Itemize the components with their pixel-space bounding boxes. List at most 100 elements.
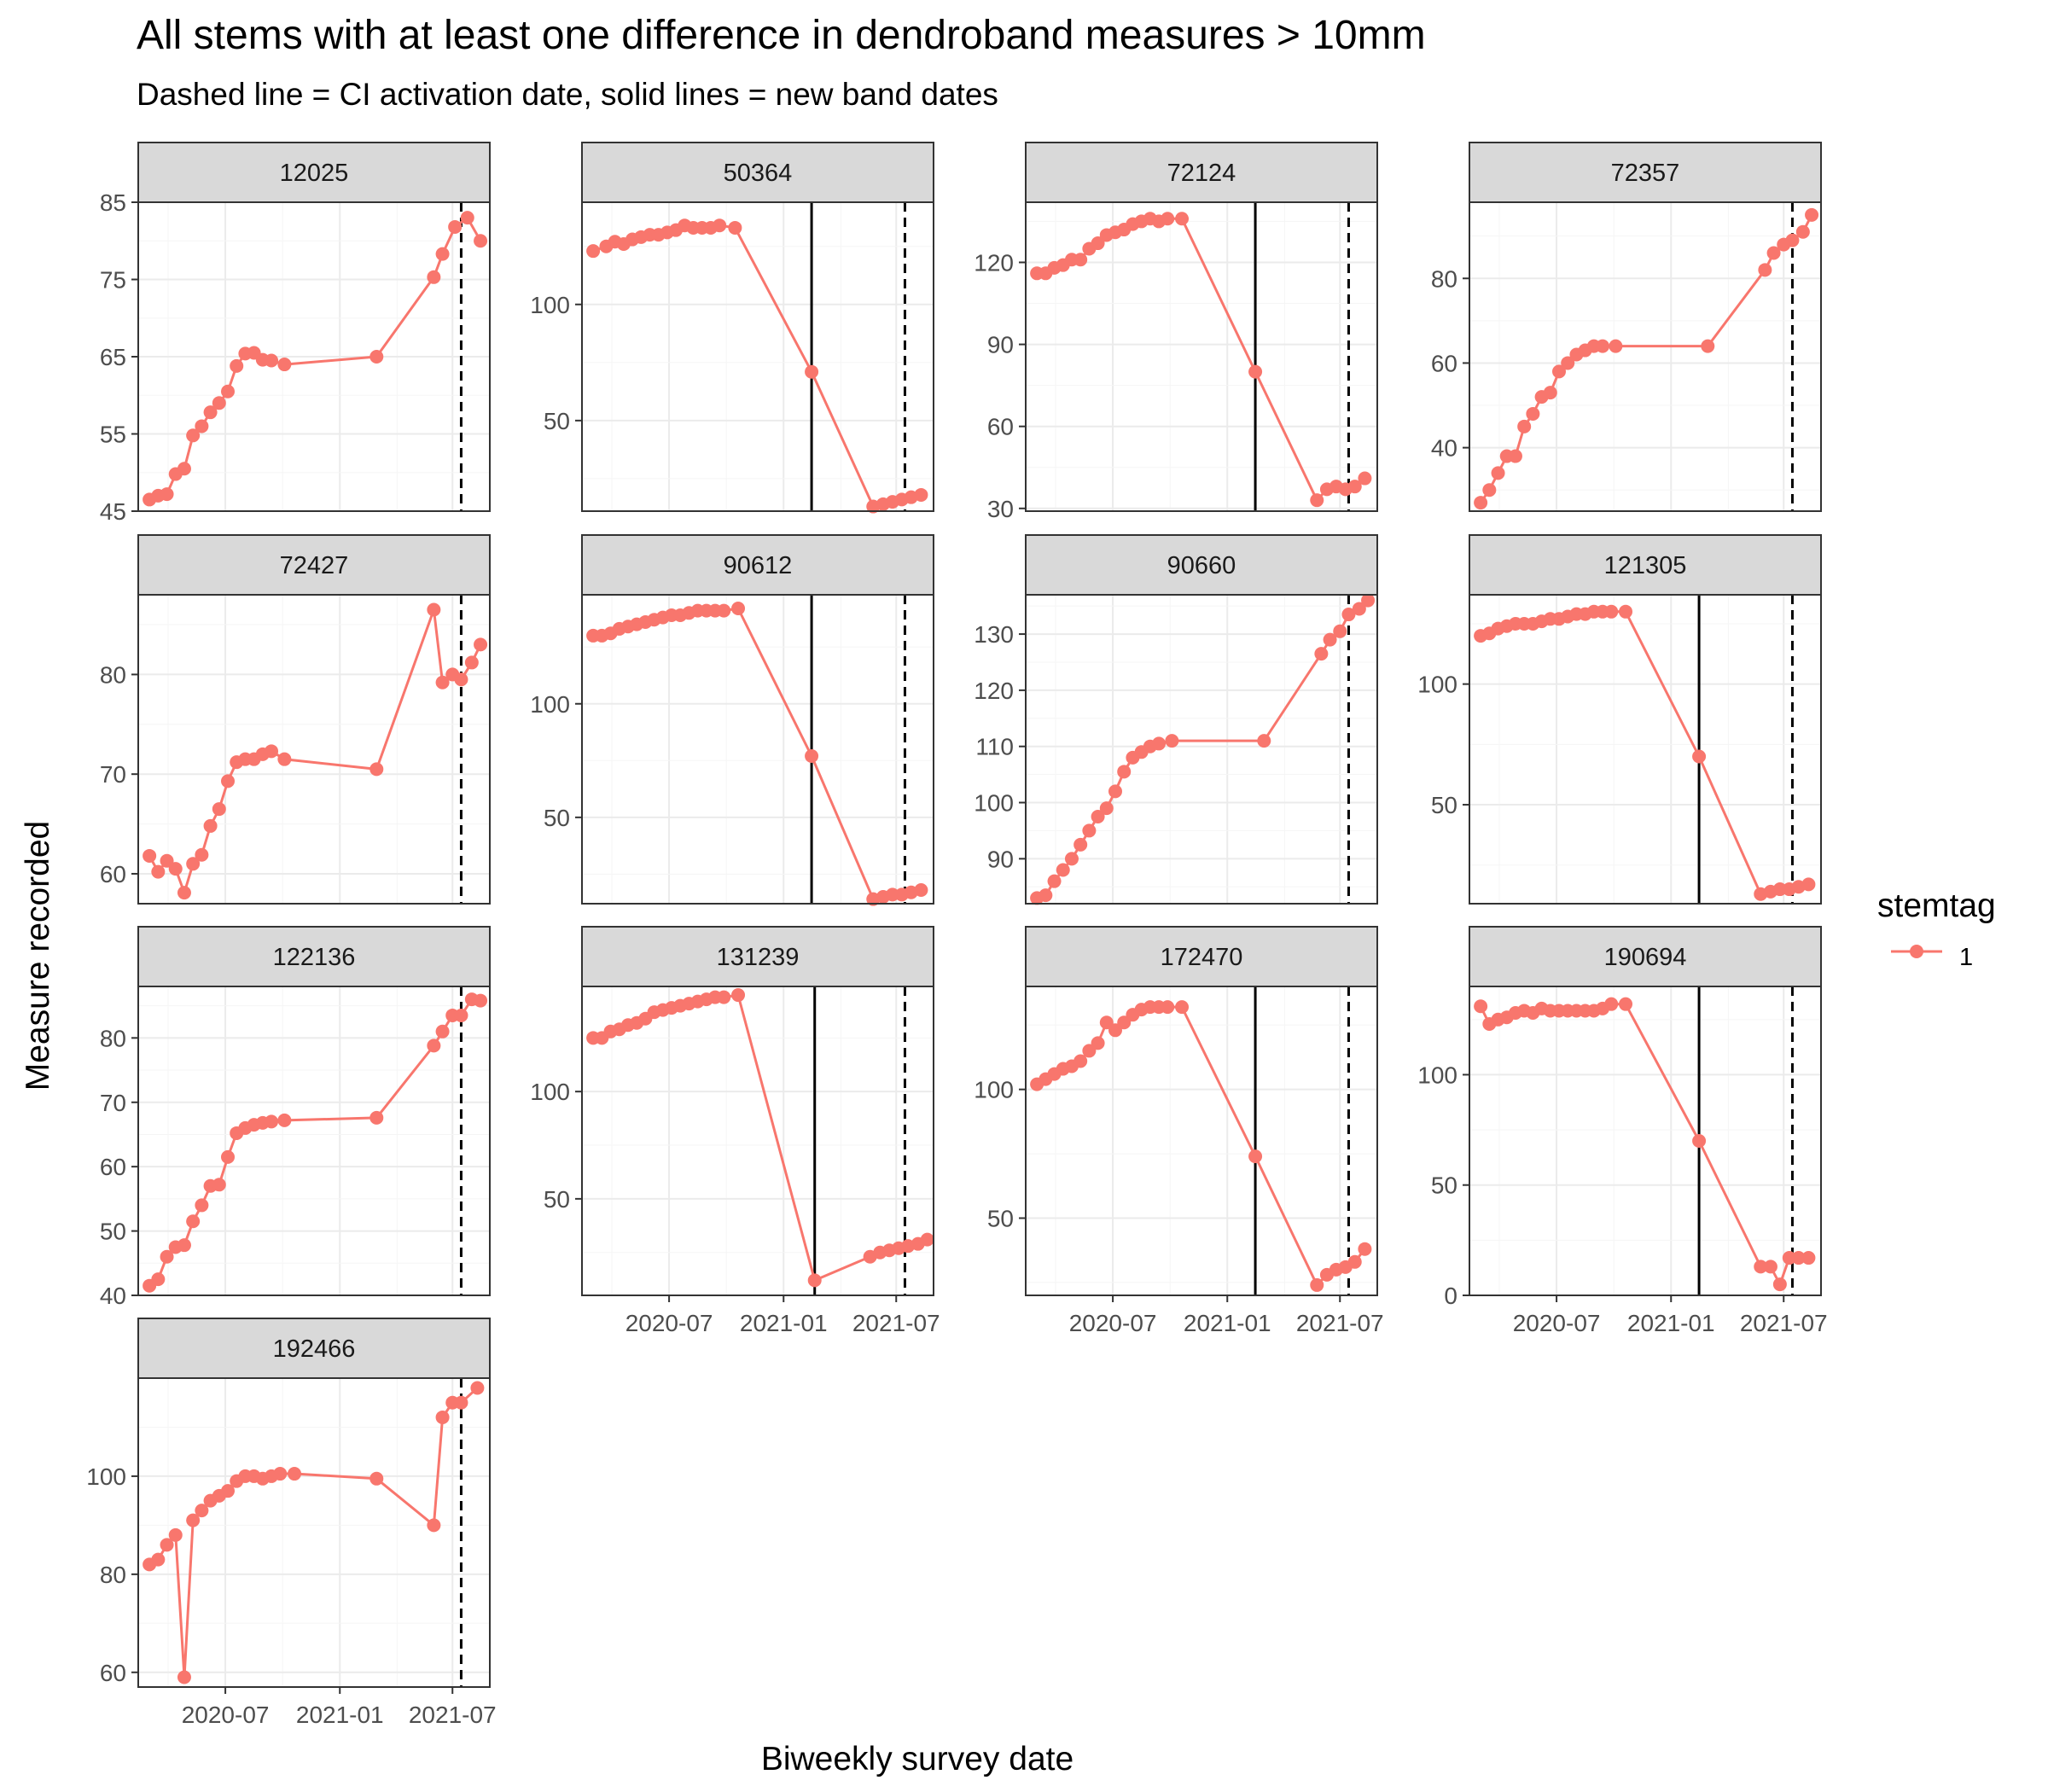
data-point xyxy=(1161,1000,1175,1015)
data-point xyxy=(1248,364,1263,379)
data-point xyxy=(1805,207,1819,222)
data-point xyxy=(143,848,157,863)
y-tick-label: 100 xyxy=(974,790,1014,817)
data-point xyxy=(474,637,488,652)
x-tick-label: 2021-01 xyxy=(296,1702,384,1728)
panel-131239: 131239 50 100 2020-07 2021-01 2021-07 xyxy=(530,926,940,1336)
data-point xyxy=(1310,493,1324,508)
data-point xyxy=(1108,1023,1123,1038)
y-tick-label: 90 xyxy=(987,846,1014,872)
data-point xyxy=(1791,1251,1806,1265)
strip-label: 72357 xyxy=(1611,160,1680,187)
data-point xyxy=(160,1249,174,1264)
data-point xyxy=(1347,1254,1362,1269)
x-tick-label: 2021-01 xyxy=(1184,1310,1271,1336)
y-tick-label: 50 xyxy=(987,1206,1014,1232)
panel-background xyxy=(1026,202,1377,511)
strip-label: 131239 xyxy=(717,944,800,971)
data-point xyxy=(195,419,209,433)
data-point xyxy=(1801,1251,1816,1265)
y-tick-label: 100 xyxy=(1417,1062,1457,1088)
y-tick-label: 50 xyxy=(1431,1172,1457,1199)
data-point xyxy=(1064,852,1079,866)
strip-background xyxy=(1469,534,1822,596)
data-point xyxy=(1766,246,1781,260)
y-tick-label: 50 xyxy=(100,1219,126,1245)
y-tick-label: 50 xyxy=(544,1186,570,1213)
data-point xyxy=(1517,419,1532,433)
data-point xyxy=(1341,608,1356,622)
data-point xyxy=(1117,1015,1132,1030)
data-point xyxy=(1099,801,1114,816)
data-point xyxy=(265,744,279,759)
y-tick-label: 80 xyxy=(1431,265,1457,292)
data-point xyxy=(1701,339,1715,353)
data-point xyxy=(1482,483,1497,497)
data-point xyxy=(221,774,236,788)
data-point xyxy=(1552,364,1567,379)
data-point xyxy=(1692,1134,1707,1148)
data-point xyxy=(717,603,731,618)
data-point xyxy=(221,1149,236,1164)
data-point xyxy=(212,802,226,817)
data-point xyxy=(1782,1251,1796,1265)
data-point xyxy=(805,364,819,379)
data-point xyxy=(460,211,474,225)
data-point xyxy=(435,1410,450,1424)
y-tick-label: 60 xyxy=(1431,350,1457,376)
y-tick-label: 120 xyxy=(974,678,1014,704)
data-point xyxy=(914,883,928,898)
strip-label: 192466 xyxy=(273,1335,356,1363)
x-tick-label: 2021-01 xyxy=(740,1310,828,1336)
y-tick-label: 85 xyxy=(100,189,126,216)
data-point xyxy=(230,358,244,373)
data-point xyxy=(212,1178,226,1192)
data-point xyxy=(914,487,928,502)
data-point xyxy=(474,993,488,1008)
data-point xyxy=(1161,212,1175,226)
data-point xyxy=(717,990,731,1004)
data-point xyxy=(1772,1277,1787,1292)
data-point xyxy=(1361,593,1376,608)
data-point xyxy=(277,1113,292,1127)
data-point xyxy=(265,1114,279,1129)
strip-label: 90612 xyxy=(724,552,793,579)
data-point xyxy=(470,1381,485,1395)
legend-key xyxy=(1891,945,1942,958)
data-point xyxy=(160,487,174,502)
panel-background xyxy=(1469,986,1821,1295)
data-point xyxy=(1474,496,1488,510)
y-tick-label: 100 xyxy=(974,1077,1014,1103)
y-tick-label: 30 xyxy=(987,496,1014,522)
panel-background xyxy=(1026,986,1377,1295)
data-point xyxy=(448,219,463,234)
y-tick-label: 75 xyxy=(100,267,126,294)
data-point xyxy=(186,428,201,443)
data-point xyxy=(731,601,746,615)
data-point xyxy=(1763,1260,1777,1274)
x-tick-label: 2021-07 xyxy=(852,1310,940,1336)
legend-title: stemtag xyxy=(1877,887,1996,924)
data-point xyxy=(728,220,742,235)
data-point xyxy=(177,886,191,900)
panel-121305: 121305 50 100 xyxy=(1417,534,1822,905)
data-point xyxy=(277,358,292,372)
data-point xyxy=(474,234,488,248)
data-point xyxy=(186,857,201,871)
data-point xyxy=(1073,837,1088,852)
strip-background xyxy=(1469,926,1822,987)
data-point xyxy=(177,1670,191,1684)
x-tick-label: 2020-07 xyxy=(1069,1310,1157,1336)
data-point xyxy=(160,853,174,868)
y-tick-label: 60 xyxy=(100,1154,126,1180)
data-point xyxy=(1352,602,1366,616)
legend-key-point xyxy=(1910,945,1923,958)
strip-label: 50364 xyxy=(724,160,793,187)
strip-background xyxy=(137,926,491,987)
data-point xyxy=(435,675,450,689)
data-point xyxy=(1091,236,1105,251)
data-point xyxy=(805,748,819,763)
y-tick-label: 60 xyxy=(100,1660,126,1686)
strip-background xyxy=(137,142,491,203)
